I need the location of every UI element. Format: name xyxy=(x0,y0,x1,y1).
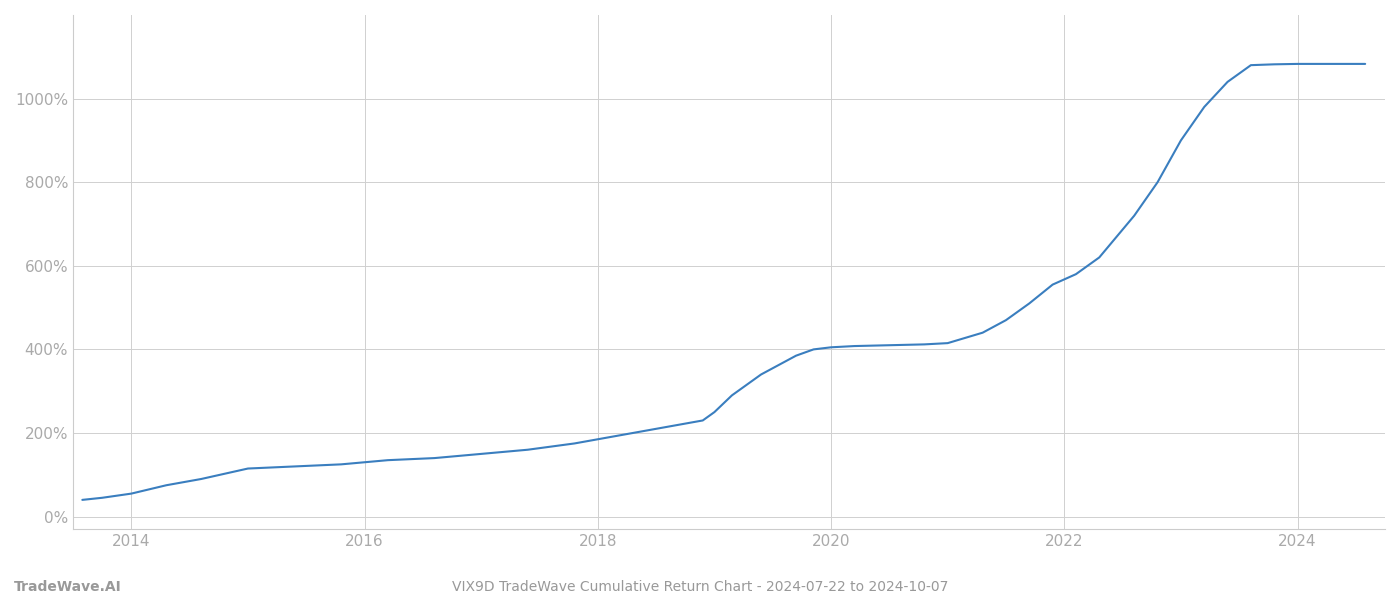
Text: TradeWave.AI: TradeWave.AI xyxy=(14,580,122,594)
Text: VIX9D TradeWave Cumulative Return Chart - 2024-07-22 to 2024-10-07: VIX9D TradeWave Cumulative Return Chart … xyxy=(452,580,948,594)
